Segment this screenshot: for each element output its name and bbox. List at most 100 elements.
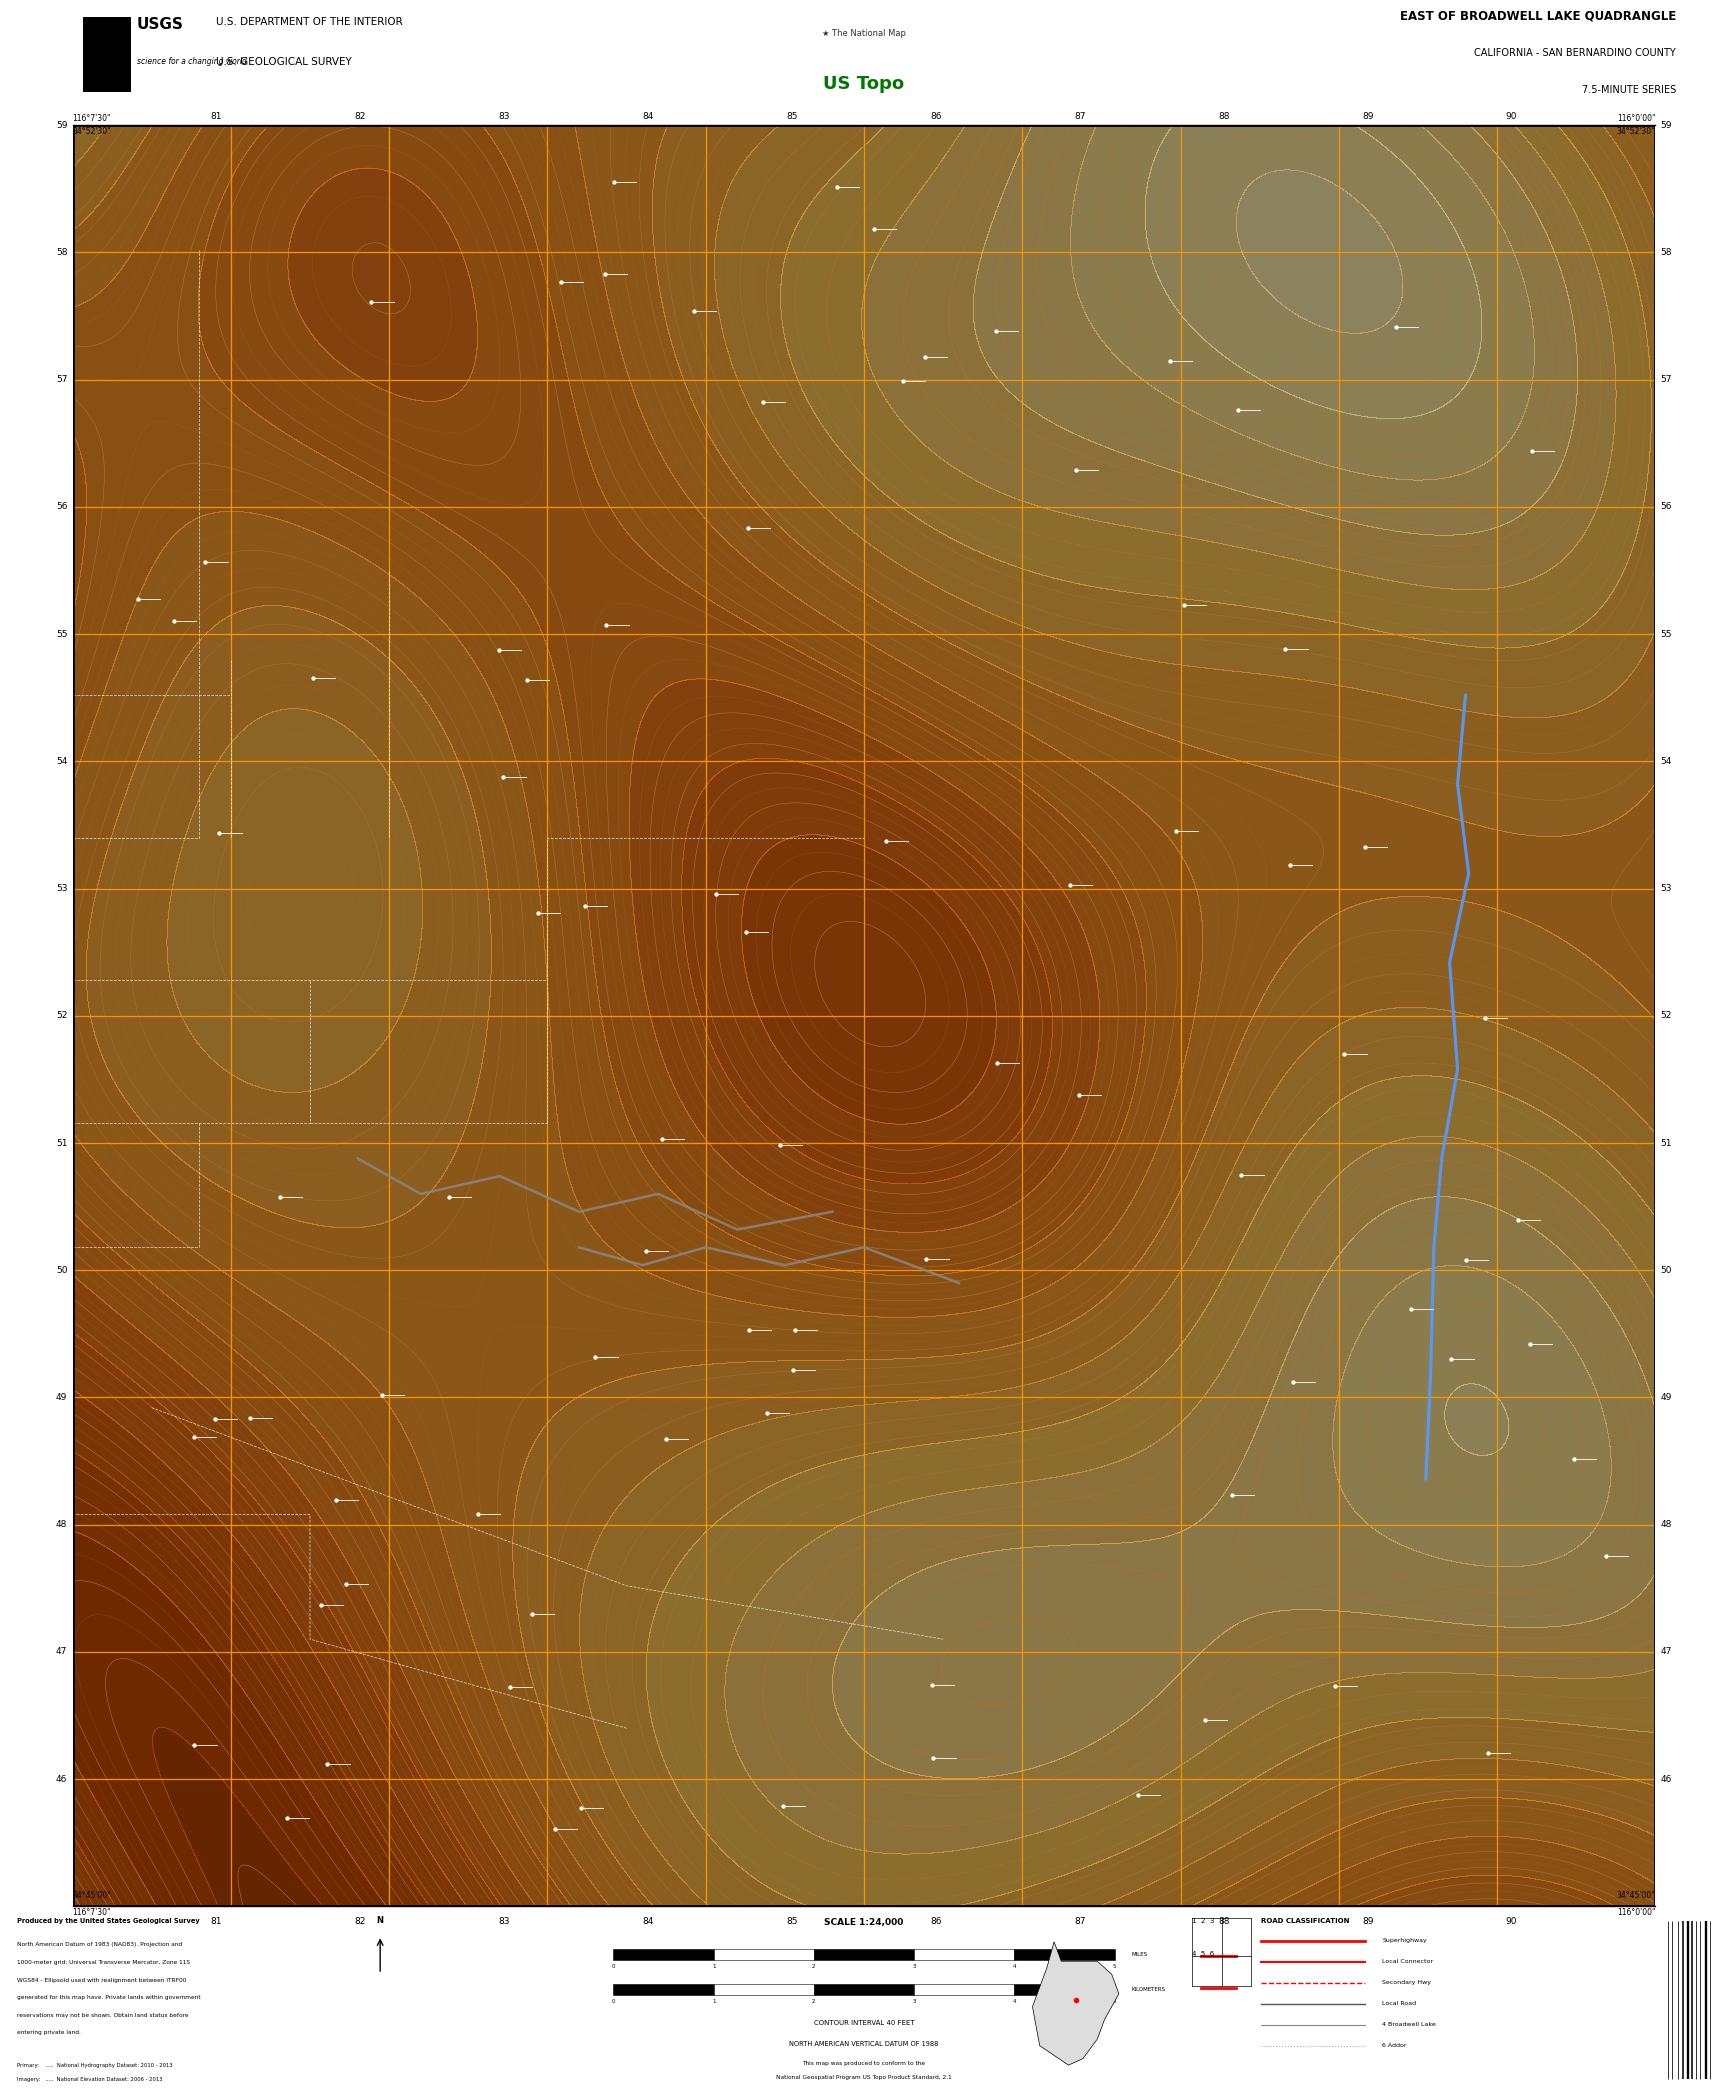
Text: 3: 3 [912,1965,916,1969]
Text: 85: 85 [786,113,798,121]
Text: 85: 85 [786,1917,798,1925]
Bar [1014,1984,1115,1996]
Bar [814,1948,914,1961]
Text: Primary:    .....  National Hydrography Dataset: 2010 - 2013: Primary: ..... National Hydrography Data… [17,2063,173,2069]
Text: 89: 89 [1362,113,1374,121]
Text: CONTOUR INTERVAL 40 FEET: CONTOUR INTERVAL 40 FEET [814,2019,914,2025]
Text: 83: 83 [498,113,510,121]
Text: 1000-meter grid: Universal Transverse Mercator, Zone 11S: 1000-meter grid: Universal Transverse Me… [17,1961,190,1965]
Text: 0: 0 [612,1998,615,2004]
Text: generated for this map have. Private lands within government: generated for this map have. Private lan… [17,1994,200,2000]
Text: Superhighway: Superhighway [1382,1938,1427,1944]
Text: 55: 55 [1661,631,1673,639]
Text: ROAD CLASSIFICATION: ROAD CLASSIFICATION [1261,1919,1350,1923]
Text: 4: 4 [1013,1998,1016,2004]
Text: 55: 55 [55,631,67,639]
Text: 58: 58 [55,248,67,257]
Bar [613,1984,714,1996]
Text: 50: 50 [1661,1265,1673,1276]
Text: 50: 50 [55,1265,67,1276]
Text: 51: 51 [55,1138,67,1148]
Text: 90: 90 [1505,113,1517,121]
Text: WGS84 - Ellipsoid used with realignment between ITRF00: WGS84 - Ellipsoid used with realignment … [17,1977,187,1982]
Text: NORTH AMERICAN VERTICAL DATUM OF 1988: NORTH AMERICAN VERTICAL DATUM OF 1988 [790,2040,938,2046]
Text: 56: 56 [55,503,67,512]
Text: 47: 47 [1661,1647,1673,1656]
Text: N: N [377,1917,384,1925]
Text: 48: 48 [55,1520,67,1528]
Text: reservations may not be shown. Obtain land status before: reservations may not be shown. Obtain la… [17,2013,188,2017]
Text: US Topo: US Topo [824,75,904,92]
Text: 81: 81 [211,1917,223,1925]
Text: U.S. GEOLOGICAL SURVEY: U.S. GEOLOGICAL SURVEY [216,58,353,67]
Bar [613,1948,714,1961]
Text: KILOMETERS: KILOMETERS [1132,1988,1166,1992]
Text: 88: 88 [1218,1917,1230,1925]
Text: 7.5-MINUTE SERIES: 7.5-MINUTE SERIES [1581,86,1676,94]
Text: 116°0'00": 116°0'00" [1617,1908,1655,1917]
Bar [1014,1948,1115,1961]
Text: 4 Broadwell Lake: 4 Broadwell Lake [1382,2023,1436,2027]
Text: 0: 0 [612,1965,615,1969]
Text: 57: 57 [55,376,67,384]
Text: 54: 54 [55,756,67,766]
Bar [914,1948,1014,1961]
Bar [83,17,131,92]
Text: 47: 47 [55,1647,67,1656]
Text: EAST OF BROADWELL LAKE QUADRANGLE: EAST OF BROADWELL LAKE QUADRANGLE [1400,8,1676,23]
Text: 46: 46 [55,1775,67,1783]
Text: 5: 5 [1113,1998,1116,2004]
Text: 54: 54 [1661,756,1673,766]
Text: entering private land.: entering private land. [17,2030,81,2036]
Text: 52: 52 [1661,1011,1673,1021]
Text: 48: 48 [1661,1520,1673,1528]
Text: National Geospatial Program US Topo Product Standard, 2.1: National Geospatial Program US Topo Prod… [776,2075,952,2080]
Text: 87: 87 [1075,1917,1085,1925]
Bar [714,1948,814,1961]
Text: U.S. DEPARTMENT OF THE INTERIOR: U.S. DEPARTMENT OF THE INTERIOR [216,17,403,27]
Text: USGS: USGS [137,17,183,31]
Text: 4  5  6: 4 5 6 [1192,1950,1215,1956]
Text: 86: 86 [930,113,942,121]
Bar [914,1984,1014,1996]
Text: 2: 2 [812,1998,816,2004]
Text: 49: 49 [1661,1393,1673,1401]
Text: 57: 57 [1661,376,1673,384]
Text: North American Datum of 1983 (NAD83). Projection and: North American Datum of 1983 (NAD83). Pr… [17,1942,183,1948]
Text: Local Road: Local Road [1382,2000,1417,2007]
Text: 34°45'00": 34°45'00" [1617,1892,1655,1900]
Bar [714,1984,814,1996]
Text: science for a changing world: science for a changing world [137,58,247,67]
Text: 34°45'00": 34°45'00" [73,1892,111,1900]
Text: 84: 84 [643,1917,653,1925]
Text: MILES: MILES [1132,1952,1147,1956]
Text: 59: 59 [1661,121,1673,129]
Text: 34°52'30": 34°52'30" [1617,127,1655,136]
Text: 5: 5 [1113,1965,1116,1969]
Text: Imagery:   .....  National Elevation Dataset: 2006 - 2013: Imagery: ..... National Elevation Datase… [17,2078,162,2082]
Text: CALIFORNIA - SAN BERNARDINO COUNTY: CALIFORNIA - SAN BERNARDINO COUNTY [1474,48,1676,58]
Text: 90: 90 [1505,1917,1517,1925]
Text: 1: 1 [712,1965,715,1969]
Text: SCALE 1:24,000: SCALE 1:24,000 [824,1919,904,1927]
Polygon shape [1032,1942,1118,2065]
Text: 53: 53 [55,883,67,894]
Text: 82: 82 [354,1917,366,1925]
Text: 51: 51 [1661,1138,1673,1148]
Text: Secondary Hwy: Secondary Hwy [1382,1979,1431,1986]
Text: 59: 59 [55,121,67,129]
Text: 116°7'30": 116°7'30" [73,115,111,123]
Text: 53: 53 [1661,883,1673,894]
Text: ★ The National Map: ★ The National Map [823,29,905,38]
Text: Produced by the United States Geological Survey: Produced by the United States Geological… [17,1919,200,1923]
Text: 3: 3 [912,1998,916,2004]
Text: 87: 87 [1075,113,1085,121]
Text: 83: 83 [498,1917,510,1925]
Text: 58: 58 [1661,248,1673,257]
Text: 2: 2 [812,1965,816,1969]
Text: 46: 46 [1661,1775,1673,1783]
Text: 82: 82 [354,113,366,121]
Text: 56: 56 [1661,503,1673,512]
Bar [814,1984,914,1996]
Text: 34°52'30": 34°52'30" [73,127,111,136]
